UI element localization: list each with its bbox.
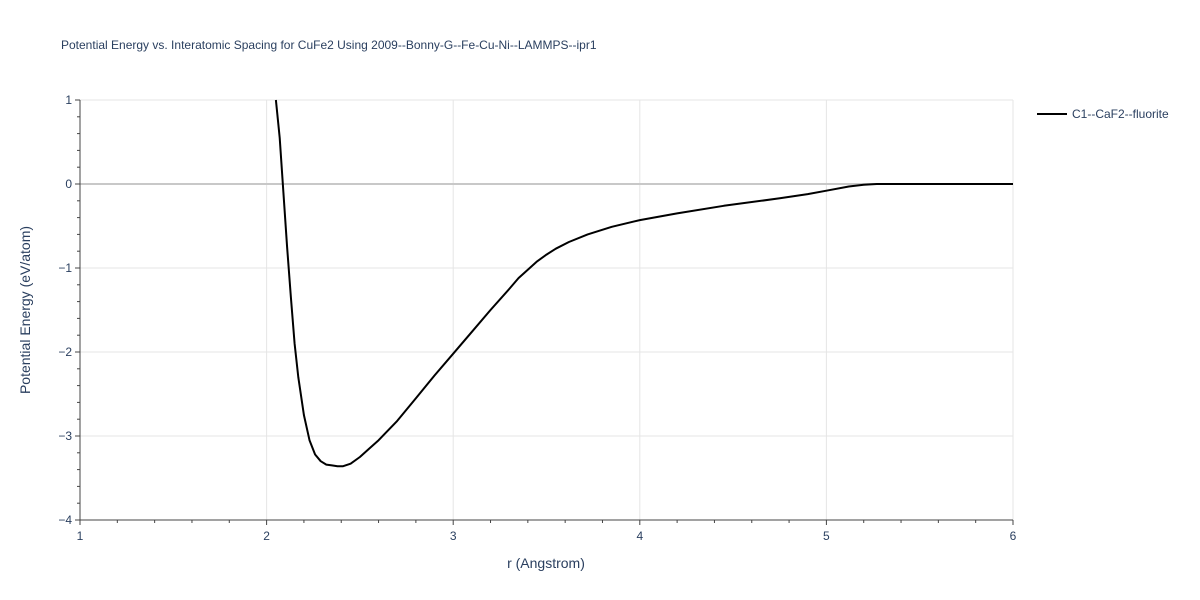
series-layer [274,99,1013,468]
y-tick-label: −2 [58,345,72,359]
label-layer: 1 2 3 4 5 6 1 0 −1 −2 −3 −4 [58,93,1016,543]
axis-layer [75,99,1014,525]
y-tick-label: −1 [58,261,72,275]
series-line [274,99,1013,468]
x-tick-label: 2 [263,529,270,543]
x-axis-title: r (Angstrom) [507,555,585,571]
x-tick-label: 4 [636,529,643,543]
x-tick-label: 1 [77,529,84,543]
chart-title: Potential Energy vs. Interatomic Spacing… [61,38,597,52]
y-tick-label: −4 [58,513,72,527]
x-tick-label: 5 [823,529,830,543]
y-tick-label: 0 [65,177,72,191]
x-tick-label: 6 [1010,529,1017,543]
legend: C1--CaF2--fluorite [1037,107,1169,121]
grid-layer [80,99,1014,520]
legend-label: C1--CaF2--fluorite [1072,107,1169,121]
y-tick-label: 1 [65,93,72,107]
y-axis-title: Potential Energy (eV/atom) [17,226,33,394]
x-tick-label: 3 [450,529,457,543]
y-tick-label: −3 [58,429,72,443]
